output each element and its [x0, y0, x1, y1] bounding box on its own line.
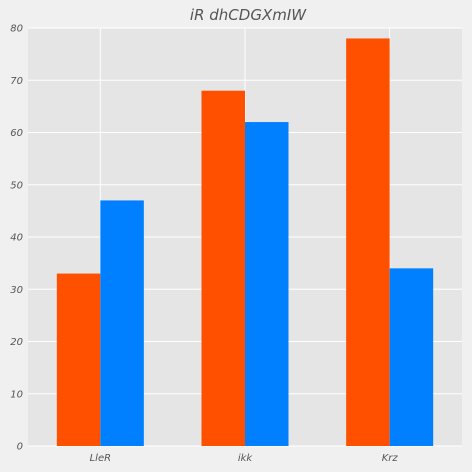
x-tick-label: LleR: [90, 453, 111, 464]
y-tick-label: 50: [10, 180, 23, 191]
x-tick-label: ikk: [238, 453, 254, 464]
y-axis-ticks: 0 10 20 30 40 50 60 70 80: [10, 24, 23, 453]
y-tick-label: 80: [10, 24, 23, 35]
bar-series1-ikk: [201, 90, 245, 446]
bars: [56, 38, 434, 447]
bar-series2-ikk: [245, 122, 289, 447]
chart-title: iR dhCDGXmIW: [190, 6, 307, 24]
bar-series1-Krz: [346, 38, 390, 446]
y-tick-label: 20: [10, 337, 23, 348]
y-tick-label: 70: [10, 76, 23, 87]
bar-series1-LleR: [56, 273, 101, 446]
x-axis-ticks: LleR ikk Krz: [90, 453, 399, 464]
x-tick-label: Krz: [382, 453, 399, 464]
bar-series2-Krz: [389, 268, 434, 446]
y-tick-label: 0: [17, 442, 23, 453]
bar-series2-LleR: [100, 200, 144, 446]
y-tick-label: 10: [10, 389, 23, 400]
y-tick-label: 40: [10, 233, 23, 244]
y-tick-label: 60: [10, 128, 23, 139]
y-tick-label: 30: [10, 285, 23, 296]
